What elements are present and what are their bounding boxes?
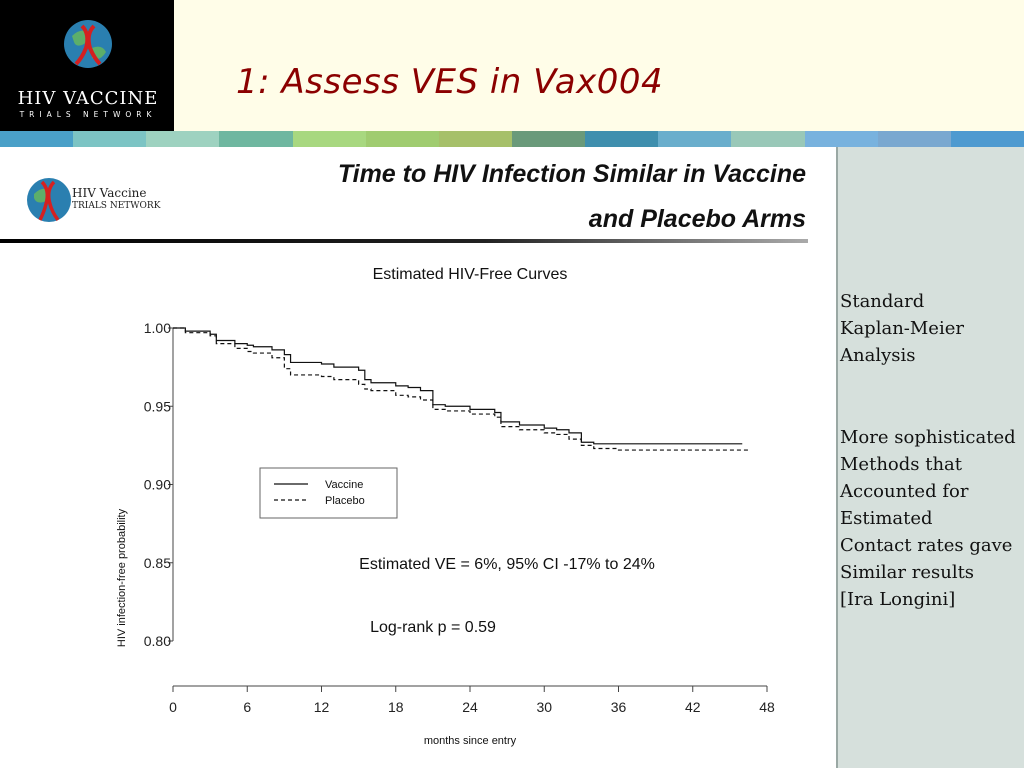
color-strip-segment (585, 131, 659, 147)
color-strip-segment (658, 131, 732, 147)
x-tick-label: 36 (611, 699, 627, 715)
color-strip-segment (0, 131, 74, 147)
note-sophisticated-methods: More sophisticated Methods that Accounte… (840, 427, 1016, 610)
ve-annotation: Estimated VE = 6%, 95% CI -17% to 24% (359, 556, 655, 573)
chart-title: Estimated HIV-Free Curves (373, 266, 568, 283)
legend-label-placebo: Placebo (325, 495, 365, 507)
inner-logo-text-sub: TRIALS NETWORK (72, 201, 161, 211)
color-strip (0, 131, 1024, 147)
chart-panel (0, 147, 836, 768)
y-tick-label: 0.80 (144, 633, 171, 649)
logo-text-sub: TRIALS NETWORK (19, 110, 157, 119)
color-strip-segment (438, 131, 512, 147)
color-strip-segment (877, 131, 951, 147)
slide-title: 1: Assess VES in Vax004 (236, 62, 664, 102)
x-tick-label: 12 (314, 699, 330, 715)
x-tick-label: 42 (685, 699, 701, 715)
x-tick-label: 24 (462, 699, 478, 715)
color-strip-segment (292, 131, 366, 147)
color-strip-segment (146, 131, 220, 147)
chart-legend: Vaccine Placebo (259, 467, 398, 519)
chart-heading: Time to HIV Infection Similar in Vaccine… (190, 152, 806, 242)
y-tick-label: 0.90 (144, 477, 171, 493)
color-strip-segment (219, 131, 293, 147)
inner-logo-text-main: HIV Vaccine (72, 186, 147, 200)
y-tick-label: 1.00 (144, 320, 171, 336)
series-line-vaccine (173, 327, 743, 445)
x-tick-label: 0 (169, 699, 177, 715)
y-tick-label: 0.85 (144, 555, 171, 571)
color-strip-segment (731, 131, 805, 147)
inner-globe-icon (27, 178, 71, 222)
globe-ribbon-icon (64, 20, 112, 68)
logo-text-main: HIV VACCINE (17, 88, 159, 109)
km-chart: Estimated HIV-Free Curves HIV infection-… (116, 266, 775, 747)
logrank-annotation: Log-rank p = 0.59 (370, 619, 496, 636)
chart-heading-line2: and Placebo Arms (588, 205, 806, 233)
note-kaplan-meier: Standard Kaplan-Meier Analysis (840, 291, 964, 366)
x-axis-label: months since entry (424, 735, 517, 747)
x-tick-label: 30 (536, 699, 552, 715)
notes-panel (836, 147, 1024, 768)
x-tick-label: 6 (243, 699, 251, 715)
legend-label-vaccine: Vaccine (325, 479, 363, 491)
color-strip-segment (365, 131, 439, 147)
x-tick-label: 48 (759, 699, 775, 715)
y-axis-label: HIV infection-free probability (116, 508, 128, 647)
hvtn-logo: HIV VACCINE TRIALS NETWORK (0, 0, 174, 131)
heading-divider (0, 239, 808, 243)
color-strip-segment (511, 131, 586, 147)
color-strip-segment (804, 131, 878, 147)
color-strip-segment (950, 131, 1024, 147)
y-tick-label: 0.95 (144, 398, 171, 414)
color-strip-segment (73, 131, 147, 147)
series-line-placebo (173, 327, 749, 451)
x-tick-label: 18 (388, 699, 404, 715)
chart-heading-line1: Time to HIV Infection Similar in Vaccine (337, 160, 806, 188)
